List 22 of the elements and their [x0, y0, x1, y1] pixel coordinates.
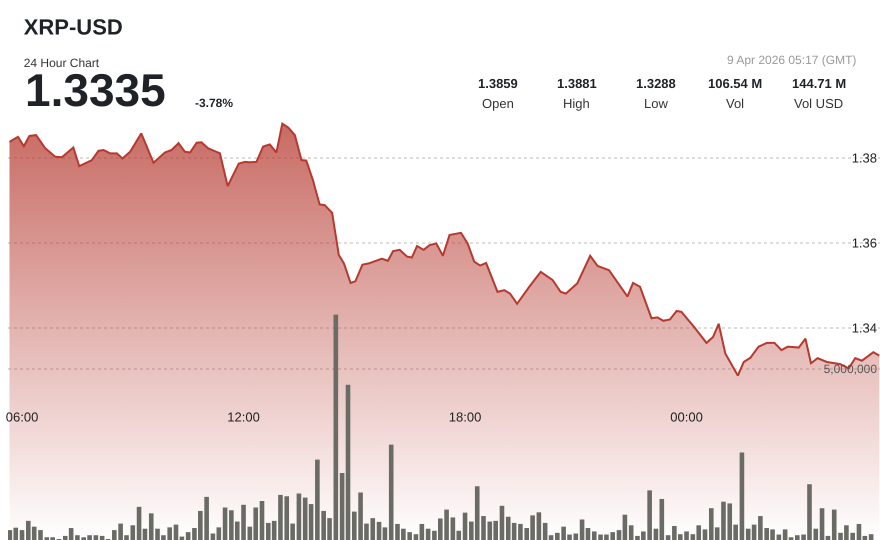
y-tick-label: 1.36	[852, 236, 877, 251]
annotation: 144.71 M	[792, 76, 846, 91]
annotation: 1.3288	[636, 76, 676, 91]
text: XRP-USD	[24, 14, 123, 40]
annotation: 1.3881	[557, 76, 597, 91]
annotation: Vol USD	[794, 96, 844, 111]
y2-tick-label: 5,000,000	[824, 362, 878, 376]
annotation: 9 Apr 2026 05:17 (GMT)	[727, 53, 856, 67]
y-tick-label: 1.38	[852, 150, 877, 166]
y-tick-label: 1.34	[852, 320, 877, 336]
annotation: Low	[644, 96, 668, 111]
annotation: Open	[482, 96, 514, 111]
annotation: 1.3859	[478, 76, 518, 91]
bar	[868, 534, 874, 540]
x-tick-label: 18:00	[448, 410, 482, 425]
annotation: High	[563, 96, 590, 111]
annotation: -3.78%	[195, 96, 234, 110]
x-tick-label: 12:00	[227, 410, 260, 425]
annotation: Vol	[726, 96, 744, 111]
annotation: 106.54 M	[708, 76, 762, 91]
x-tick-label: 00:00	[670, 410, 703, 425]
x-tick-label: 06:00	[6, 410, 38, 425]
